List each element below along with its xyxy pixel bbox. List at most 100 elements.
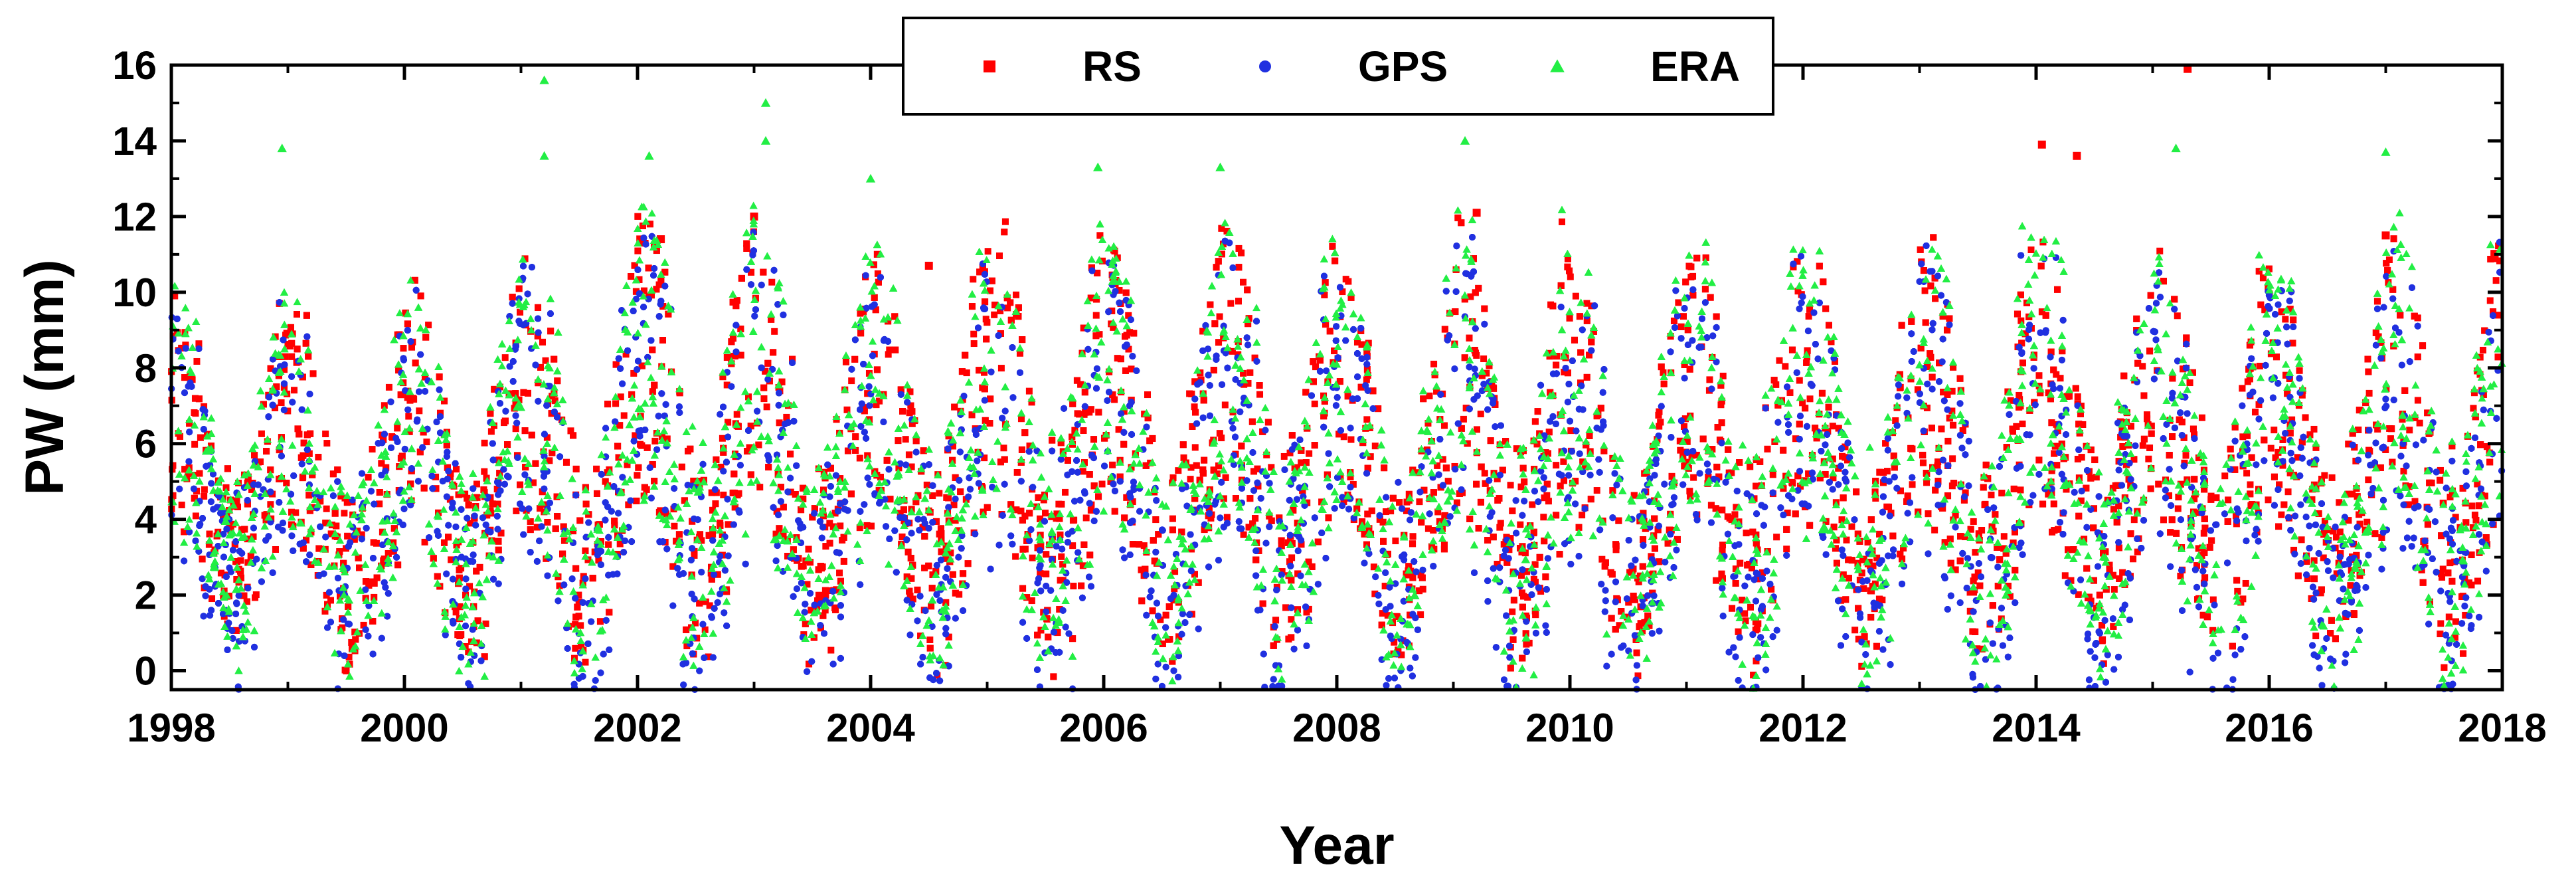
data-point <box>683 642 691 650</box>
data-point <box>2286 306 2294 313</box>
data-point <box>2229 642 2236 650</box>
data-point <box>2113 518 2120 526</box>
data-point <box>2155 480 2162 488</box>
data-point <box>290 387 298 394</box>
data-point <box>1701 286 1709 293</box>
data-point <box>369 446 376 453</box>
data-point <box>1043 551 1050 558</box>
data-point <box>873 366 881 373</box>
data-point <box>1714 423 1721 431</box>
data-point <box>2492 277 2500 284</box>
data-point <box>2010 485 2018 492</box>
data-point <box>1081 389 1088 396</box>
data-point <box>2437 631 2444 638</box>
data-point <box>575 613 582 620</box>
data-point <box>1191 444 1199 451</box>
data-point <box>1000 444 1007 452</box>
data-point <box>1424 420 1432 427</box>
data-point <box>2439 573 2446 581</box>
data-point <box>1122 289 1130 296</box>
data-point <box>1473 480 1480 488</box>
data-point <box>2096 591 2103 599</box>
data-point <box>826 540 833 547</box>
data-point <box>1586 432 1593 439</box>
data-point <box>298 454 305 461</box>
data-point <box>1518 589 1525 597</box>
data-point <box>2385 256 2393 264</box>
data-point <box>2221 472 2229 480</box>
data-point <box>1442 464 1450 472</box>
data-point <box>1564 255 1571 262</box>
data-point <box>2144 411 2151 419</box>
data-point <box>2437 620 2445 627</box>
data-point <box>871 294 878 301</box>
data-point <box>206 530 213 538</box>
data-point <box>1783 526 1790 533</box>
data-point <box>1686 488 1693 495</box>
data-point <box>1053 510 1061 518</box>
data-point <box>2054 286 2061 293</box>
data-point <box>2198 414 2205 421</box>
data-point <box>2014 310 2021 318</box>
data-point <box>1403 507 1410 514</box>
data-point <box>595 557 602 564</box>
data-point <box>1480 355 1488 363</box>
data-point <box>2282 316 2289 323</box>
data-point <box>1331 257 1339 264</box>
data-point <box>908 408 916 415</box>
data-point <box>770 349 777 356</box>
data-point <box>453 466 460 473</box>
data-point <box>1560 458 1567 465</box>
data-point <box>2256 362 2263 369</box>
data-point <box>1268 517 1275 524</box>
data-point <box>755 441 762 448</box>
data-point <box>1639 627 1646 635</box>
data-point <box>1742 617 1749 625</box>
data-point <box>2347 582 2354 589</box>
data-point <box>1681 462 1688 470</box>
data-point <box>1735 628 1742 635</box>
data-point <box>1467 293 1474 300</box>
data-point <box>1001 218 1009 225</box>
data-point <box>1278 537 1285 544</box>
data-point <box>928 603 935 610</box>
data-point <box>1928 425 1935 432</box>
data-point <box>2321 472 2328 479</box>
data-point <box>1381 464 1388 472</box>
data-point <box>1363 416 1371 423</box>
data-point <box>747 471 754 478</box>
data-point <box>405 413 412 420</box>
data-point <box>1932 295 1939 302</box>
data-point <box>2035 372 2043 379</box>
data-point <box>576 517 584 524</box>
data-point <box>178 501 185 508</box>
data-point <box>360 621 367 629</box>
data-point <box>1593 487 1600 494</box>
data-point <box>1635 578 1642 585</box>
data-point <box>2448 577 2456 585</box>
data-point <box>434 573 441 580</box>
data-point <box>1848 523 1855 530</box>
data-point <box>1531 418 1539 425</box>
data-point <box>1579 512 1586 519</box>
data-point <box>501 354 509 361</box>
data-point <box>2312 633 2320 640</box>
data-point <box>2144 415 2151 423</box>
data-point <box>1240 369 1247 377</box>
data-point <box>2042 312 2049 319</box>
data-point <box>968 303 976 310</box>
data-point <box>1045 633 1052 641</box>
data-point <box>1693 254 1701 262</box>
data-point <box>1598 555 1606 563</box>
data-point <box>1013 291 1020 298</box>
data-point <box>1130 330 1138 337</box>
data-point <box>1152 516 1159 524</box>
data-point <box>2147 292 2154 299</box>
data-point <box>417 292 424 300</box>
data-point <box>1974 569 1982 577</box>
data-point <box>743 245 750 252</box>
data-point <box>1713 577 1720 584</box>
data-point <box>2191 476 2198 483</box>
data-point <box>1724 513 1731 520</box>
data-point <box>634 213 642 220</box>
